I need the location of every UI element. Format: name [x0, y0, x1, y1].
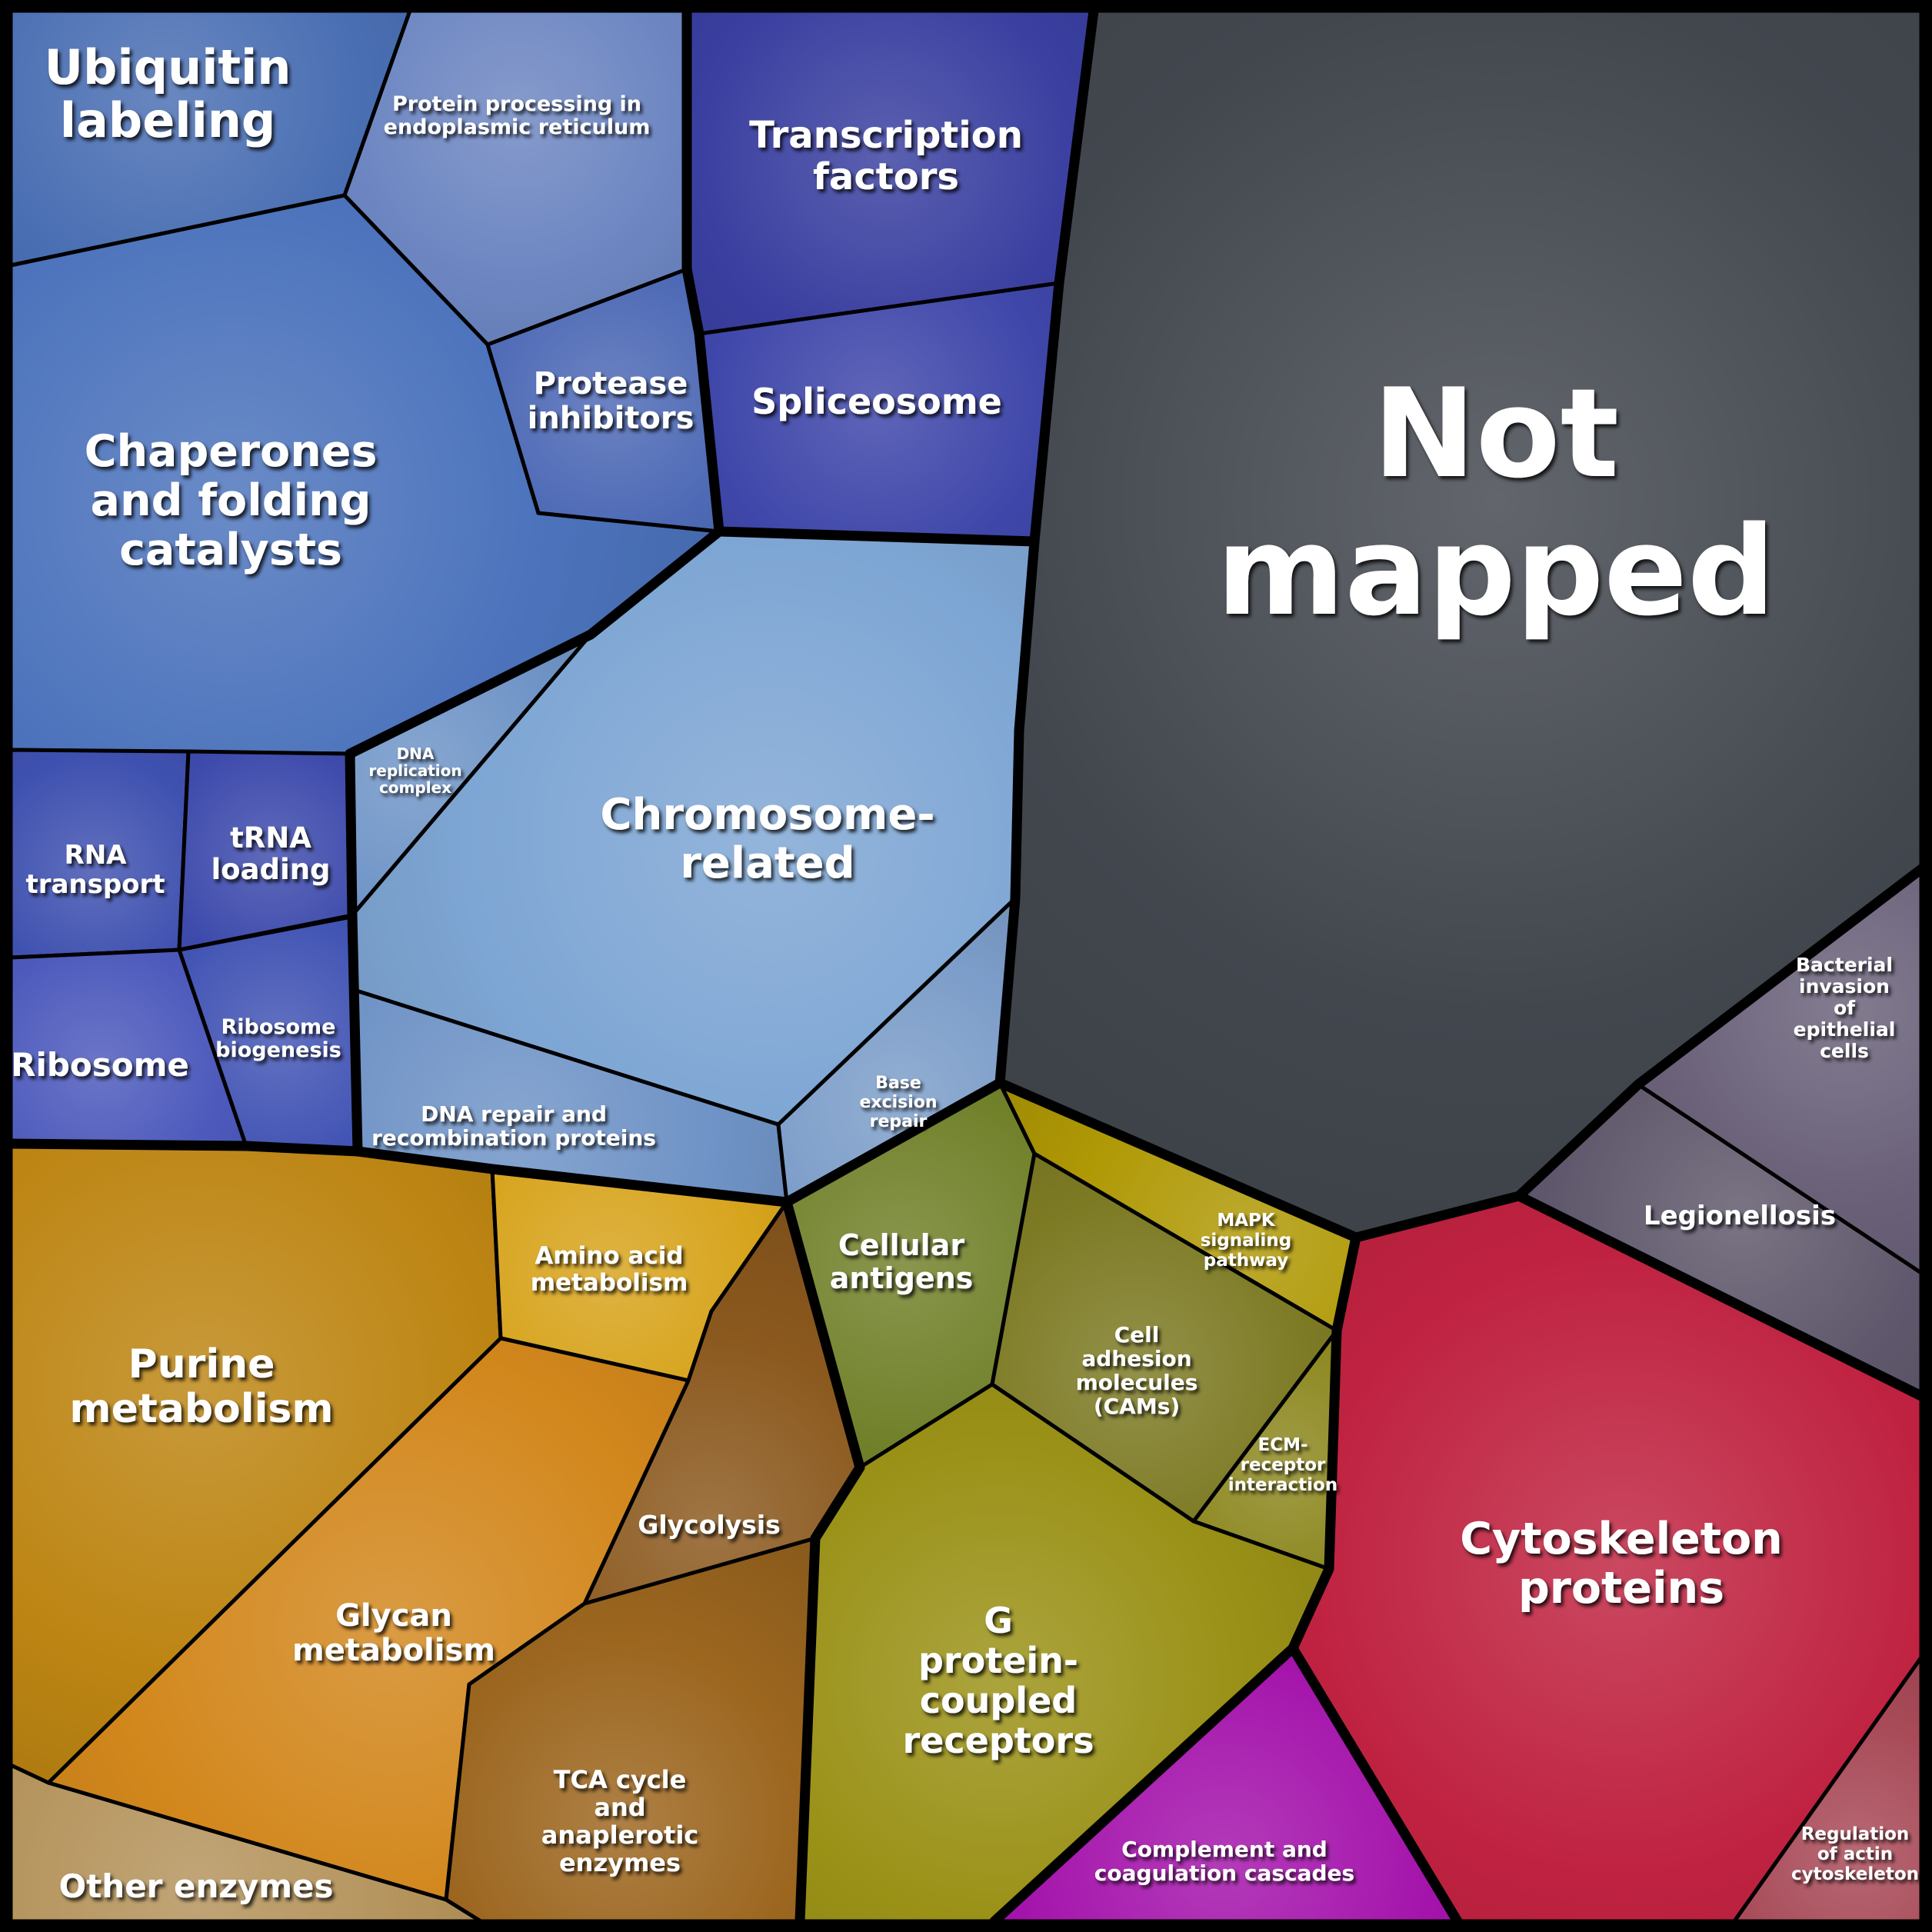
cell-rna-transport[interactable] [8, 748, 191, 960]
